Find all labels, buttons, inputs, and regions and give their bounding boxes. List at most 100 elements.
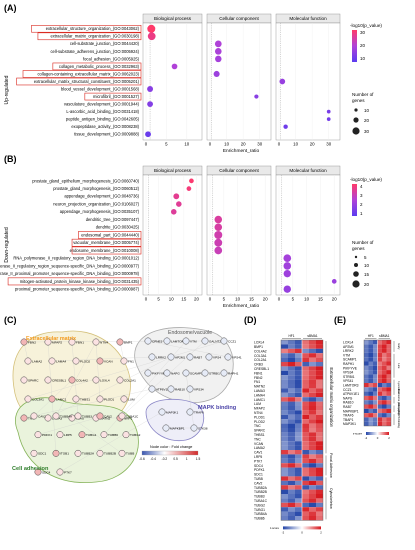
heatmap-cell [377,374,382,379]
data-point [214,238,223,247]
heatmap-cell [295,410,302,415]
heatmap-cell [295,436,302,442]
heatmap-cell [309,357,316,362]
heatmap-cell [316,480,323,486]
heatmap-cell [302,445,309,450]
x-tick-label: 10 [169,297,174,302]
heatmap-cell [309,340,316,345]
heatmap-cell [302,498,309,503]
heatmap-cell [368,387,373,392]
network-node [118,449,126,457]
heatmap-cell [316,436,323,442]
heatmap-cell [281,476,288,481]
heatmap-cell [309,441,316,446]
network-node-label: VPS41 [232,355,242,359]
network-node [158,408,166,416]
heatmap-scale-tick: -2 [282,530,285,534]
network-node [96,395,104,403]
legend-b-size-dot-2 [354,263,358,267]
heatmap-cell [281,392,288,398]
network-node [20,376,28,384]
data-point [214,40,222,48]
network-node-label: PLOD1 [104,397,114,401]
data-point [215,55,222,63]
heatmap-cell [281,498,288,503]
column-group-label: HF1 [368,334,374,338]
heatmap-cell [309,450,316,455]
heatmap-cell [316,419,323,424]
network-node-label: PIKFYVE [152,371,165,375]
heatmap-cell [373,391,378,396]
heatmap-scale-tick: 2 [320,530,322,534]
legend-b-size-dot-4 [352,280,360,288]
group-label: Recycling [397,403,401,415]
heatmap-cell [288,423,295,428]
heatmap-cell [295,472,302,477]
network-node-label: MFAP2 [52,340,62,344]
heatmap-cell [302,379,309,384]
term-label: RNA_polymerase_II_proximal_promoter_sequ… [0,271,140,276]
heatmap-cell [316,357,323,362]
heatmap-cell [281,494,288,499]
x-tick-label: 15 [181,297,186,302]
heatmap-cell [281,370,288,376]
heatmap-cell [309,410,316,415]
heatmap-cell [382,357,387,362]
heatmap-cell [295,414,302,420]
heatmap-cell [302,370,309,376]
network-node-label: FN1 [128,359,134,363]
gene-label: LAMTOR3 [343,384,359,388]
network-node-label: NRP1 [124,416,133,420]
heatmap-cell [316,476,323,481]
heatmap-cell [281,344,288,349]
heatmap-cell [364,365,369,371]
gene-label: LAMA3 [254,389,265,393]
heatmap-cell [302,423,309,428]
heatmap-cell [281,357,288,362]
network-node-label: MAPKBP1 [170,426,185,430]
legend-b-tick-4: 1 [360,211,363,216]
x-tick-label: 0 [145,142,148,147]
heatmap-cell [386,383,391,388]
term-label: dendritic_tree_(GO:0097447) [86,217,140,222]
heatmap-cell [368,357,373,362]
heatmap-cell [309,388,316,393]
heatmap-cell [386,340,391,345]
heatmap-cell [368,344,373,349]
heatmap-cell [373,378,378,383]
network-node [120,395,128,403]
gene-label: TBAP1 [343,418,354,422]
heatmap-cell [316,485,323,490]
network-node-label: LAMC1 [56,397,67,401]
network-node [148,385,156,393]
heatmap-cell [364,361,369,366]
heatmap-cell [281,467,288,472]
heatmap-cell [364,395,369,401]
gene-label: VPS34 [343,371,353,375]
heatmap-cell [295,432,302,437]
heatmap-cell [382,413,387,418]
heatmap-scale-tick: 0 [301,530,303,534]
network-edge [95,341,101,400]
network-nodes: FBN2 MFAP2 FBN1 NTN4 BMP1 LAMA2 LAMA4 PLOD2 VCAN… [20,337,242,476]
group-label: Early [397,343,401,350]
gene-label: VCAN [254,442,264,446]
heatmap-cell [386,413,391,418]
gene-label: LAMA4 [254,393,265,397]
heatmap-cell [288,397,295,402]
gene-label: SPARC [254,429,266,433]
heatmap-cell [302,454,309,459]
heatmap-cell [309,406,316,411]
network-node-label: LRRK2 [156,355,166,359]
heatmap-cell [309,428,316,433]
heatmap-cell [316,498,323,503]
heatmap-cell [288,362,295,367]
heatmap-cell [295,450,302,455]
x-tick-label: 20 [194,297,199,302]
heatmap-cell [288,392,295,398]
heatmap-cell [302,441,309,446]
gene-label: CAV2 [254,481,263,485]
gene-label: STRBI1 [343,375,355,379]
heatmap-cell [288,516,295,521]
term-label: vasculature_development_(GO:0001944) [64,102,140,107]
